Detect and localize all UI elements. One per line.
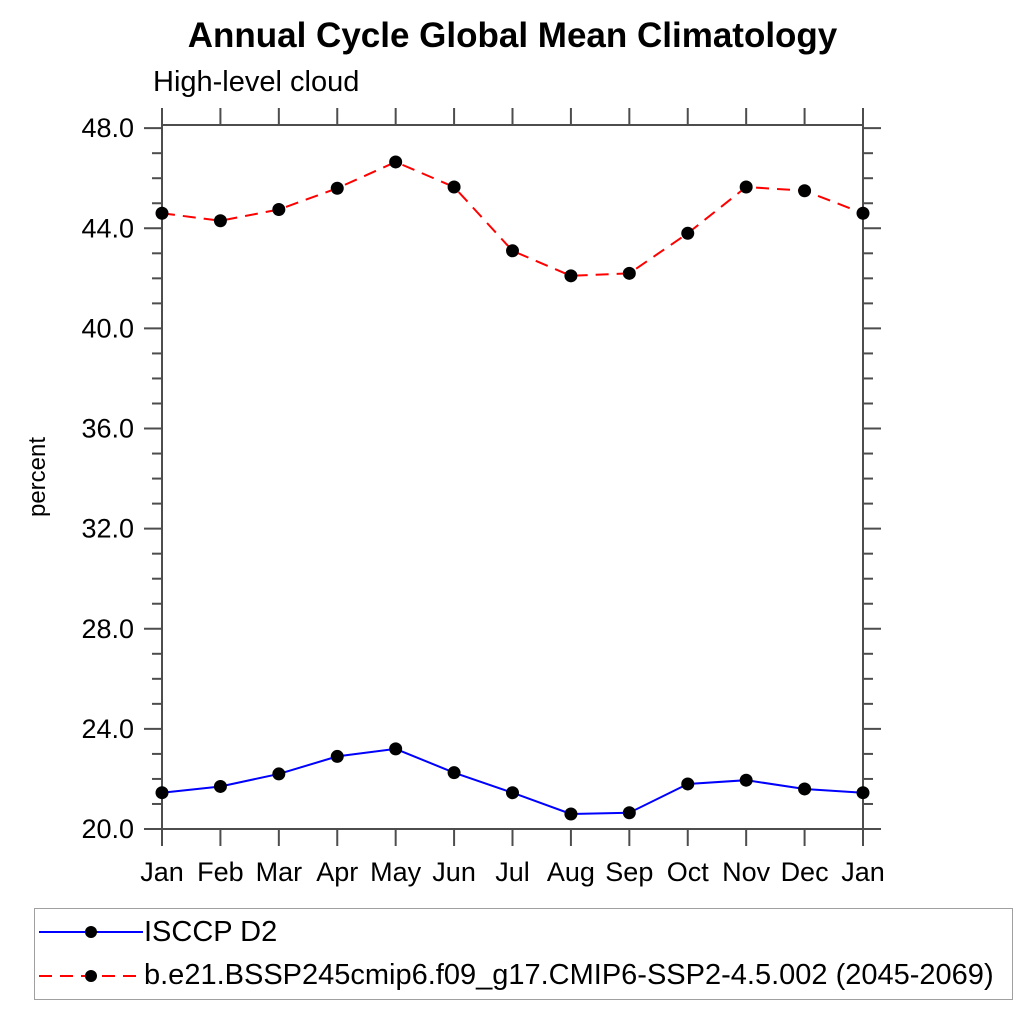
- data-point: [389, 155, 403, 169]
- data-point: [622, 266, 636, 280]
- x-tick-label: Sep: [605, 857, 653, 887]
- data-point: [447, 180, 461, 194]
- data-point: [155, 786, 169, 800]
- y-tick-label: 48.0: [81, 113, 134, 143]
- data-point: [447, 766, 461, 780]
- data-point: [330, 749, 344, 763]
- legend-label: ISCCP D2: [144, 915, 278, 948]
- y-tick-label: 32.0: [81, 514, 134, 544]
- data-point: [739, 773, 753, 787]
- y-tick-label: 36.0: [81, 414, 134, 444]
- y-tick-label: 28.0: [81, 614, 134, 644]
- data-point: [856, 786, 870, 800]
- legend-item: ISCCP D2: [35, 912, 1012, 952]
- data-point: [856, 206, 870, 220]
- x-tick-label: Jun: [432, 857, 476, 887]
- x-tick-label: Aug: [547, 857, 595, 887]
- x-tick-label: Mar: [256, 857, 303, 887]
- x-tick-label: Apr: [316, 857, 358, 887]
- legend-box: ISCCP D2 b.e21.BSSP245cmip6.f09_g17.CMIP6…: [34, 908, 1013, 1000]
- x-tick-label: Dec: [781, 857, 829, 887]
- data-point: [681, 777, 695, 791]
- legend-marker-dot: [85, 969, 97, 982]
- x-tick-label: Jan: [140, 857, 184, 887]
- data-point: [213, 779, 227, 793]
- data-point: [564, 807, 578, 821]
- data-point: [798, 782, 812, 796]
- plot-box: [161, 124, 864, 830]
- x-tick-label: Jan: [841, 857, 885, 887]
- data-point: [506, 786, 519, 800]
- legend-item: b.e21.BSSP245cmip6.f09_g17.CMIP6-SSP2-4.…: [35, 956, 1012, 996]
- plot-area: Jan Feb Mar Apr May Jun Jul Aug Sep Oct Nov Dec Jan2…: [81, 108, 885, 887]
- series-line-1: [161, 160, 864, 277]
- data-point: [622, 806, 636, 820]
- x-tick-label: Jul: [495, 857, 530, 887]
- chart-subtitle: High-level cloud: [153, 66, 360, 98]
- data-point: [272, 767, 286, 781]
- legend-label: b.e21.BSSP245cmip6.f09_g17.CMIP6-SSP2-4.…: [144, 959, 994, 992]
- legend-sample-line: [39, 926, 143, 939]
- series-line-0: [161, 747, 864, 815]
- data-point: [213, 214, 227, 228]
- x-tick-label: Oct: [667, 857, 710, 887]
- data-point: [389, 742, 403, 756]
- legend-marker-dot: [85, 926, 97, 939]
- data-point: [506, 244, 519, 258]
- data-point: [330, 181, 344, 195]
- data-point: [272, 203, 286, 217]
- x-tick-label: May: [370, 857, 422, 887]
- data-point: [681, 226, 695, 240]
- data-point: [739, 180, 753, 194]
- y-tick-label: 20.0: [81, 814, 134, 844]
- data-point: [155, 206, 169, 220]
- x-tick-label: Feb: [197, 857, 244, 887]
- data-point: [564, 269, 578, 283]
- data-point: [798, 184, 812, 198]
- chart-title: Annual Cycle Global Mean Climatology: [187, 16, 838, 55]
- y-tick-label: 40.0: [81, 313, 134, 343]
- y-tick-label: 24.0: [81, 714, 134, 744]
- x-tick-label: Nov: [722, 857, 771, 887]
- legend-sample-line: [39, 969, 143, 982]
- y-tick-label: 44.0: [81, 213, 134, 243]
